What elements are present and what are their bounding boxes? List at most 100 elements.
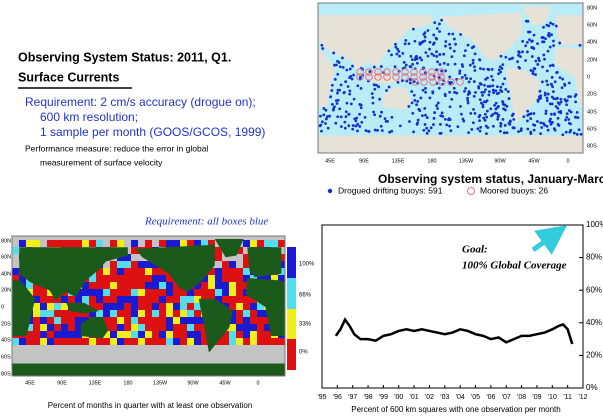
cell [243, 324, 250, 331]
plot-frame [321, 224, 584, 389]
cell [117, 331, 124, 338]
moored-buoy [437, 73, 445, 81]
cell [173, 289, 180, 296]
buoy [545, 79, 549, 83]
buoy [561, 133, 565, 137]
cell [271, 275, 278, 282]
buoy [413, 98, 417, 102]
buoy [541, 65, 544, 69]
lon-label: 45W [528, 158, 540, 164]
cell [117, 261, 124, 268]
buoy [528, 30, 532, 34]
buoy [479, 82, 483, 86]
cell [180, 303, 187, 310]
cell [131, 261, 138, 268]
cell [180, 296, 187, 303]
cell [159, 324, 166, 331]
buoy [491, 84, 495, 88]
cell [187, 310, 194, 317]
buoy [467, 80, 471, 84]
annotation: Goal: [462, 244, 488, 256]
cell [117, 324, 124, 331]
cell [26, 282, 33, 289]
buoy [393, 65, 397, 69]
buoy [532, 112, 536, 115]
land [521, 6, 552, 26]
cell [131, 282, 138, 289]
buoy [551, 22, 555, 26]
buoy [348, 89, 352, 93]
cell [103, 261, 110, 268]
land [318, 135, 583, 153]
buoy [466, 99, 470, 102]
buoy [438, 22, 441, 26]
cell [166, 338, 173, 345]
cell [173, 240, 180, 247]
buoy [547, 24, 551, 28]
cell [208, 275, 215, 282]
buoy [500, 90, 504, 93]
buoy [385, 89, 388, 92]
buoy [569, 95, 572, 99]
cell [89, 296, 96, 303]
colorbar-label: 100% [299, 262, 315, 268]
cell [124, 331, 131, 338]
buoy [431, 90, 435, 94]
cell [257, 331, 264, 338]
buoy [499, 54, 503, 58]
cell [138, 317, 145, 324]
cell [138, 296, 145, 303]
buoy [504, 55, 508, 59]
buoy [429, 126, 433, 130]
cell [215, 268, 222, 275]
cell [145, 275, 152, 282]
buoy [542, 53, 546, 57]
cell [166, 324, 173, 331]
buoy [478, 58, 481, 61]
moored-buoy [410, 68, 418, 76]
buoy [508, 123, 512, 126]
cell [194, 296, 201, 303]
buoy [339, 83, 343, 87]
cell [166, 240, 173, 247]
buoy [467, 91, 471, 95]
buoy [418, 56, 422, 60]
cell [236, 261, 243, 268]
buoy [499, 70, 503, 74]
lon-label: 180 [123, 380, 132, 386]
moored-buoy [456, 78, 464, 86]
land [382, 87, 412, 110]
legend-circle [467, 187, 475, 195]
x-tick-label: '06 [486, 394, 495, 401]
land [214, 238, 244, 258]
cell [243, 247, 250, 254]
buoy [396, 47, 400, 51]
cell [201, 240, 208, 247]
buoy [526, 119, 529, 123]
buoy [394, 45, 398, 49]
buoy [436, 101, 440, 105]
moored-buoy [356, 73, 364, 81]
cell [257, 310, 264, 317]
buoy [524, 44, 528, 48]
coverage-map [12, 236, 285, 376]
cell [124, 303, 131, 310]
buoy [348, 76, 351, 80]
buoy [352, 73, 355, 77]
cell [138, 275, 145, 282]
buoy [454, 42, 457, 46]
buoy [347, 124, 351, 128]
cell [222, 275, 229, 282]
cell [110, 317, 117, 324]
buoy [470, 127, 474, 131]
cell [61, 338, 68, 345]
moored-buoy [419, 68, 427, 76]
buoy [459, 33, 463, 36]
buoy [526, 109, 530, 113]
lat-label: 80S [1, 371, 11, 377]
cell [152, 275, 159, 282]
buoy [408, 120, 411, 123]
buoy [360, 120, 364, 124]
cell [187, 324, 194, 331]
